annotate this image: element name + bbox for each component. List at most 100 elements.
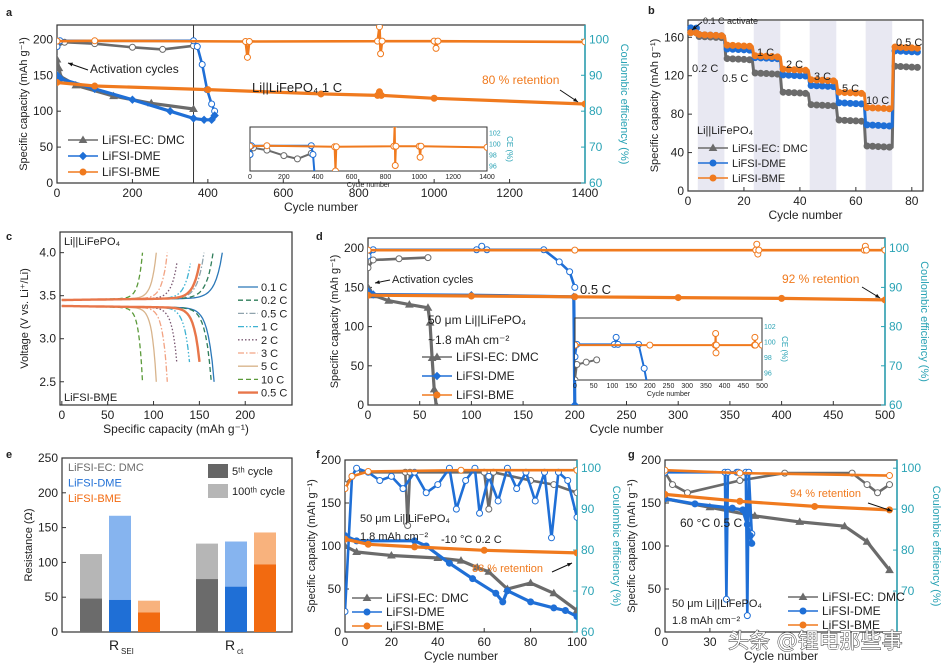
inset-ce-point (250, 142, 254, 150)
ce-data-point (743, 612, 751, 620)
rate-data-point (796, 72, 804, 80)
rate-data-point (802, 66, 809, 74)
rate-data-point (734, 42, 742, 50)
legend-label: LiFSI-DME (732, 158, 786, 170)
inset-y-tick-label: 100 (764, 339, 776, 346)
ce-data-point (555, 258, 563, 266)
rate-data-point (796, 89, 804, 97)
legend-marker-icon (78, 151, 88, 161)
ce-data-point (462, 476, 470, 484)
x-tick-label: 50 (101, 408, 115, 422)
x-tick-label: 450 (823, 408, 843, 422)
inset-ce-point (640, 364, 648, 372)
rate-data-point (874, 143, 882, 151)
capacity-data-point (746, 532, 754, 540)
inset-y-tick-label: 98 (764, 355, 772, 362)
ce-data-point (476, 509, 484, 517)
bar-5th-cycle (138, 612, 160, 632)
ce-data-point (434, 481, 442, 489)
charge-curve (61, 252, 144, 301)
rate-label: 3 C (814, 71, 831, 83)
inset-ce-point (646, 341, 654, 349)
y2-tick-label: 100 (589, 32, 609, 46)
capacity-data-point (433, 400, 439, 405)
capacity-data-point (572, 606, 577, 614)
ce-data-point (91, 37, 99, 45)
capacity-data-point (469, 575, 477, 583)
rate-data-point (880, 143, 888, 151)
rate-data-point (852, 117, 860, 125)
inset-ce-point (263, 142, 271, 150)
legend-item: LiFSI-BME (422, 388, 514, 402)
legend-item: LiFSI-DME (68, 149, 161, 163)
inset-ce-point (758, 341, 762, 349)
inset-x-tick-label: 1200 (445, 174, 461, 181)
inset-ce-point (712, 341, 720, 349)
legend-item: 3 C (238, 348, 278, 360)
rate-data-point (897, 63, 905, 71)
inset-ce-point (318, 251, 324, 257)
rate-data-point (857, 100, 865, 108)
inset-ce-line (575, 332, 762, 354)
y2-tick-label: 80 (589, 104, 603, 118)
legend-item: LiFSI-DME (698, 158, 786, 170)
capacity-data-point (425, 318, 435, 326)
legend-item: LiFSI-EC: DMC (788, 590, 905, 604)
y-tick-label: 200 (641, 453, 661, 467)
capacity-data-point (210, 111, 219, 120)
rate-label: 1 C (757, 47, 774, 59)
ce-data-point (376, 476, 384, 484)
y-tick-label: 3.5 (39, 289, 56, 303)
capacity-data-point (445, 559, 453, 567)
capacity-data-point (429, 384, 439, 393)
capacity-data-point (503, 587, 511, 595)
rate-data-point (908, 63, 916, 71)
ce-data-point (434, 37, 442, 45)
y2-tick-label: 90 (889, 280, 903, 294)
rate-data-point (807, 81, 815, 89)
y-tick-label: 100 (33, 104, 53, 118)
ce-data-point (422, 489, 430, 497)
y2-tick-label: 60 (581, 625, 595, 639)
inset-x-tick-label: 200 (644, 383, 656, 390)
rate-data-point (857, 117, 865, 125)
inset-x-tick-label: 50 (590, 383, 598, 390)
y-axis-title: Voltage (V vs. Li⁺/Li) (19, 268, 31, 369)
annotation-text: 0.5 C (580, 282, 611, 297)
ce-data-point (668, 481, 676, 489)
legend-marker-icon (79, 168, 87, 176)
plot-area (57, 25, 585, 183)
annotation-text: 88 % retention (472, 563, 543, 575)
annotation-text: Activation cycles (392, 274, 474, 286)
legend-label: LiFSI-DME (102, 149, 161, 163)
rate-data-point (723, 41, 731, 49)
x-tick-label: 1000 (421, 186, 448, 200)
rate-data-point (701, 31, 709, 39)
annotation-text: Li||LiFePO₄ 1 C (252, 80, 342, 95)
y-axis-title: Specific capacity (mAh g⁻¹) (306, 479, 318, 613)
y2-axis-title: Coulombic efficiency (%) (930, 486, 942, 607)
y-tick-label: 100 (38, 555, 58, 569)
plot-frame (59, 231, 293, 406)
y-tick-label: 150 (38, 521, 58, 535)
y-axis-title: Specific capacity (mAh g⁻¹) (649, 39, 661, 173)
y-tick-label: 100 (321, 539, 341, 553)
inset-x-tick-label: 0 (573, 383, 577, 390)
discharge-curve (61, 305, 168, 382)
annotation-text: 50 μm Li||LiFePO₄ (428, 313, 526, 327)
panel-a: a0 200 400 600 800 1000 1200 140005010015020060… (6, 7, 630, 257)
x-tick-label: 0 (54, 186, 61, 200)
y2-axis-title: Coulombic efficiency (%) (918, 261, 930, 382)
x-tick-label: 40 (431, 635, 445, 649)
x-tick-label: 20 (385, 635, 399, 649)
y2-tick-label: 60 (889, 398, 903, 412)
panel-c: c 0 50 100 150 200 2.5 3.0 3.5 4.0 Specific capaci… (6, 231, 293, 436)
y-tick-label: 120 (664, 69, 684, 83)
y-tick-label: 200 (321, 453, 341, 467)
x-tick-label: 20 (737, 194, 751, 208)
rate-label: 0.2 C (692, 63, 718, 75)
legend-label: LiFSI-BME (732, 173, 785, 185)
legend-label: LiFSI-DME (456, 369, 515, 383)
legend-label: LiFSI-DME (822, 604, 881, 618)
inset-ce-point (751, 341, 759, 349)
